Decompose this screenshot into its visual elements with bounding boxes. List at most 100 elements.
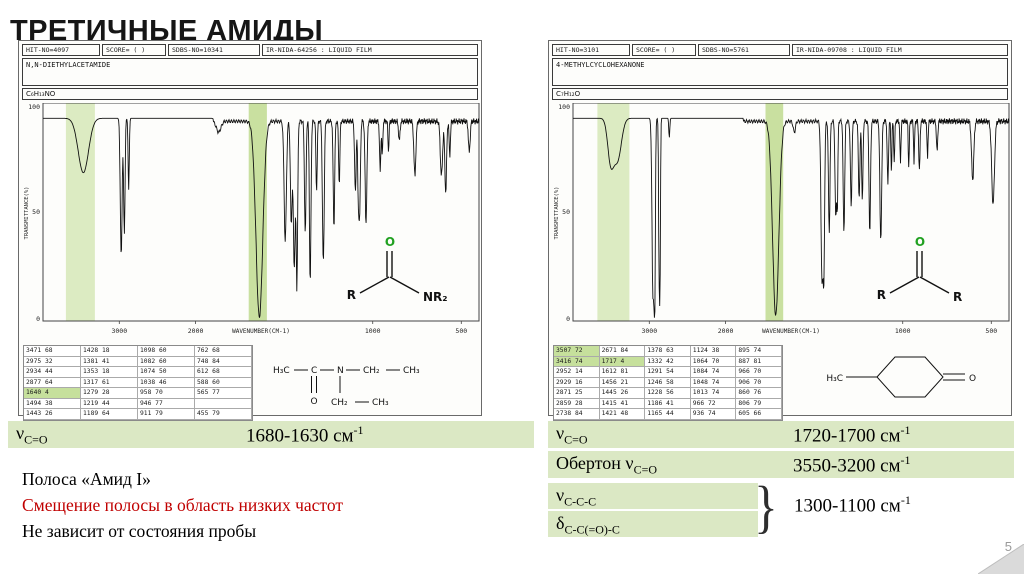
peak-table-cell: 1378 63 xyxy=(645,346,691,357)
peak-table-cell: 1219 44 xyxy=(81,398,138,409)
peak-table-cell: 1445 26 xyxy=(599,388,646,399)
y-tick-label: 100 xyxy=(558,103,570,111)
peak-table-cell: 2859 28 xyxy=(554,398,600,409)
peak-table-cell: 612 68 xyxy=(195,367,252,378)
result-row-ketone-co: νC=O 1720-1700 см-1 xyxy=(548,421,1014,448)
peak-table-cell: 588 60 xyxy=(195,377,252,388)
peak-table-cell: 565 77 xyxy=(195,388,252,399)
peak-table: 3507 72 2671 84 1378 63 1124 38 895 74 3416 7… xyxy=(553,345,783,421)
hit-no-field: HIT-NO=4097 xyxy=(22,44,100,56)
peak-table-cell: 1013 74 xyxy=(690,388,737,399)
peak-table-cell: 3416 74 xyxy=(554,356,600,367)
peak-table-cell: 1228 56 xyxy=(645,388,691,399)
peak-table-cell: 3507 72 xyxy=(554,346,600,357)
ethyl-ch2-label: CH₂ xyxy=(363,366,380,376)
ethyl-ch3-label: CH₃ xyxy=(403,366,420,376)
spectrum-curve xyxy=(573,117,1010,318)
peak-table-cell: 1074 50 xyxy=(138,367,195,378)
peak-table-cell: 1381 41 xyxy=(81,356,138,367)
y-tick-label: 100 xyxy=(28,103,40,111)
amide-structure-overlay: R O NR₂ xyxy=(347,235,448,304)
compound-name: N,N-DIETHYLACETAMIDE xyxy=(22,58,478,86)
peak-table-cell: 1640 4 xyxy=(24,388,81,399)
peak-table-cell: 1415 41 xyxy=(599,398,646,409)
sdbs-no-field: SDBS-NO=10341 xyxy=(168,44,260,56)
note-line: Смещение полосы в область низких частот xyxy=(22,495,344,515)
peak-table-cell: 1317 61 xyxy=(81,377,138,388)
methyl-label: H₃C xyxy=(273,366,290,376)
methyl-label: H₃C xyxy=(826,374,843,384)
peak-table-cell: 1064 70 xyxy=(690,356,737,367)
note-line: Полоса «Амид I» xyxy=(22,469,151,489)
corner-decoration xyxy=(978,544,1024,574)
peak-table-cell: 3471 68 xyxy=(24,346,81,357)
result-row-cco: δC-C(=O)-C xyxy=(548,511,758,537)
peak-table-cell: 1084 74 xyxy=(690,367,737,378)
peak-table-cell: 895 74 xyxy=(736,346,782,357)
peak-table-cell: 1124 38 xyxy=(690,346,737,357)
substituent-label: R xyxy=(877,288,886,302)
structure-diethylacetamide: H₃C C O N CH₂ CH₃ CH₂ CH₃ xyxy=(273,366,420,408)
peak-table-cell: 1443 26 xyxy=(24,409,81,420)
note-line: Не зависит от состояния пробы xyxy=(22,521,257,541)
molecular-formula: C₇H₁₂O xyxy=(552,88,1008,100)
nitrogen-label: N xyxy=(337,366,344,376)
spectrum-panel-amide: HIT-NO=4097 SCORE= ( ) SDBS-NO=10341 IR-… xyxy=(18,40,482,421)
peak-table-cell: 748 84 xyxy=(195,356,252,367)
peak-table-cell: 2952 14 xyxy=(554,367,600,378)
peak-table-cell: 2738 84 xyxy=(554,409,600,420)
peak-table-cell: 455 79 xyxy=(195,409,252,420)
substituent-label: R xyxy=(953,290,962,304)
structure-methylcyclohexanone: H₃C O xyxy=(826,356,976,398)
peak-table-cell: 1048 74 xyxy=(690,377,737,388)
notes: Полоса «Амид I» Смещение полосы в область… xyxy=(22,466,343,544)
peak-table-cell: 806 79 xyxy=(736,398,782,409)
nida-field: IR-NIDA-64256 : LIQUID FILM xyxy=(262,44,478,56)
score-field: SCORE= ( ) xyxy=(102,44,166,56)
y-axis-title: TRANSMITTANCE(%) xyxy=(554,187,560,240)
peak-table-cell: 1421 48 xyxy=(599,409,646,420)
y-tick-label: 50 xyxy=(562,208,570,216)
peak-table-cell: 762 68 xyxy=(195,346,252,357)
peak-table-cell: 1428 18 xyxy=(81,346,138,357)
substituent-label: R xyxy=(347,288,356,302)
vibration-label: νC=O xyxy=(16,423,48,447)
x-tick-label: 3000 xyxy=(111,327,127,335)
x-tick-label: 2000 xyxy=(718,327,734,335)
page-number: 5 xyxy=(1004,539,1012,554)
molecular-formula: C₆H₁₃NO xyxy=(22,88,478,100)
ketone-structure-overlay: R O R xyxy=(877,235,963,304)
oxygen-label: O xyxy=(915,235,925,249)
peak-table-cell xyxy=(195,398,252,409)
brace-glyph: } xyxy=(754,474,778,539)
result-row-overtone: Обертон νC=O 3550-3200 см-1 xyxy=(548,451,1014,478)
x-tick-label: 500 xyxy=(985,327,997,335)
peak-table-cell: 2877 64 xyxy=(24,377,81,388)
spectrum-curve xyxy=(43,117,480,318)
peak-table-cell: 1098 60 xyxy=(138,346,195,357)
peak-table-cell: 1456 21 xyxy=(599,377,646,388)
peak-table-cell: 1332 42 xyxy=(645,356,691,367)
highlight-band xyxy=(597,103,630,321)
peak-table-cell: 1246 58 xyxy=(645,377,691,388)
oxygen-label: O xyxy=(310,397,317,407)
wavenumber-range: 1300-1100 см-1 xyxy=(794,493,911,517)
peak-table-cell: 1494 38 xyxy=(24,398,81,409)
x-tick-label: 1000 xyxy=(895,327,911,335)
compound-name: 4-METHYLCYCLOHEXANONE xyxy=(552,58,1008,86)
y-axis-title: TRANSMITTANCE(%) xyxy=(24,187,30,240)
vibration-label: νC-C-C xyxy=(556,485,597,509)
wavenumber-range: 1680-1630 см-1 xyxy=(246,423,364,447)
sdbs-no-field: SDBS-NO=5761 xyxy=(698,44,790,56)
peak-table-cell: 2975 32 xyxy=(24,356,81,367)
result-row-amide-co: νC=O 1680-1630 см-1 xyxy=(8,421,534,448)
peak-table-cell: 906 70 xyxy=(736,377,782,388)
peak-table-cell: 966 72 xyxy=(690,398,737,409)
vibration-label: Обертон νC=O xyxy=(556,453,658,477)
peak-table-cell: 946 77 xyxy=(138,398,195,409)
wavenumber-range: 1720-1700 см-1 xyxy=(793,423,911,447)
carbonyl-carbon-label: C xyxy=(311,366,317,376)
vibration-label: δC-C(=O)-C xyxy=(556,513,620,537)
peak-table-cell: 1279 28 xyxy=(81,388,138,399)
peak-table-cell: 1612 81 xyxy=(599,367,646,378)
